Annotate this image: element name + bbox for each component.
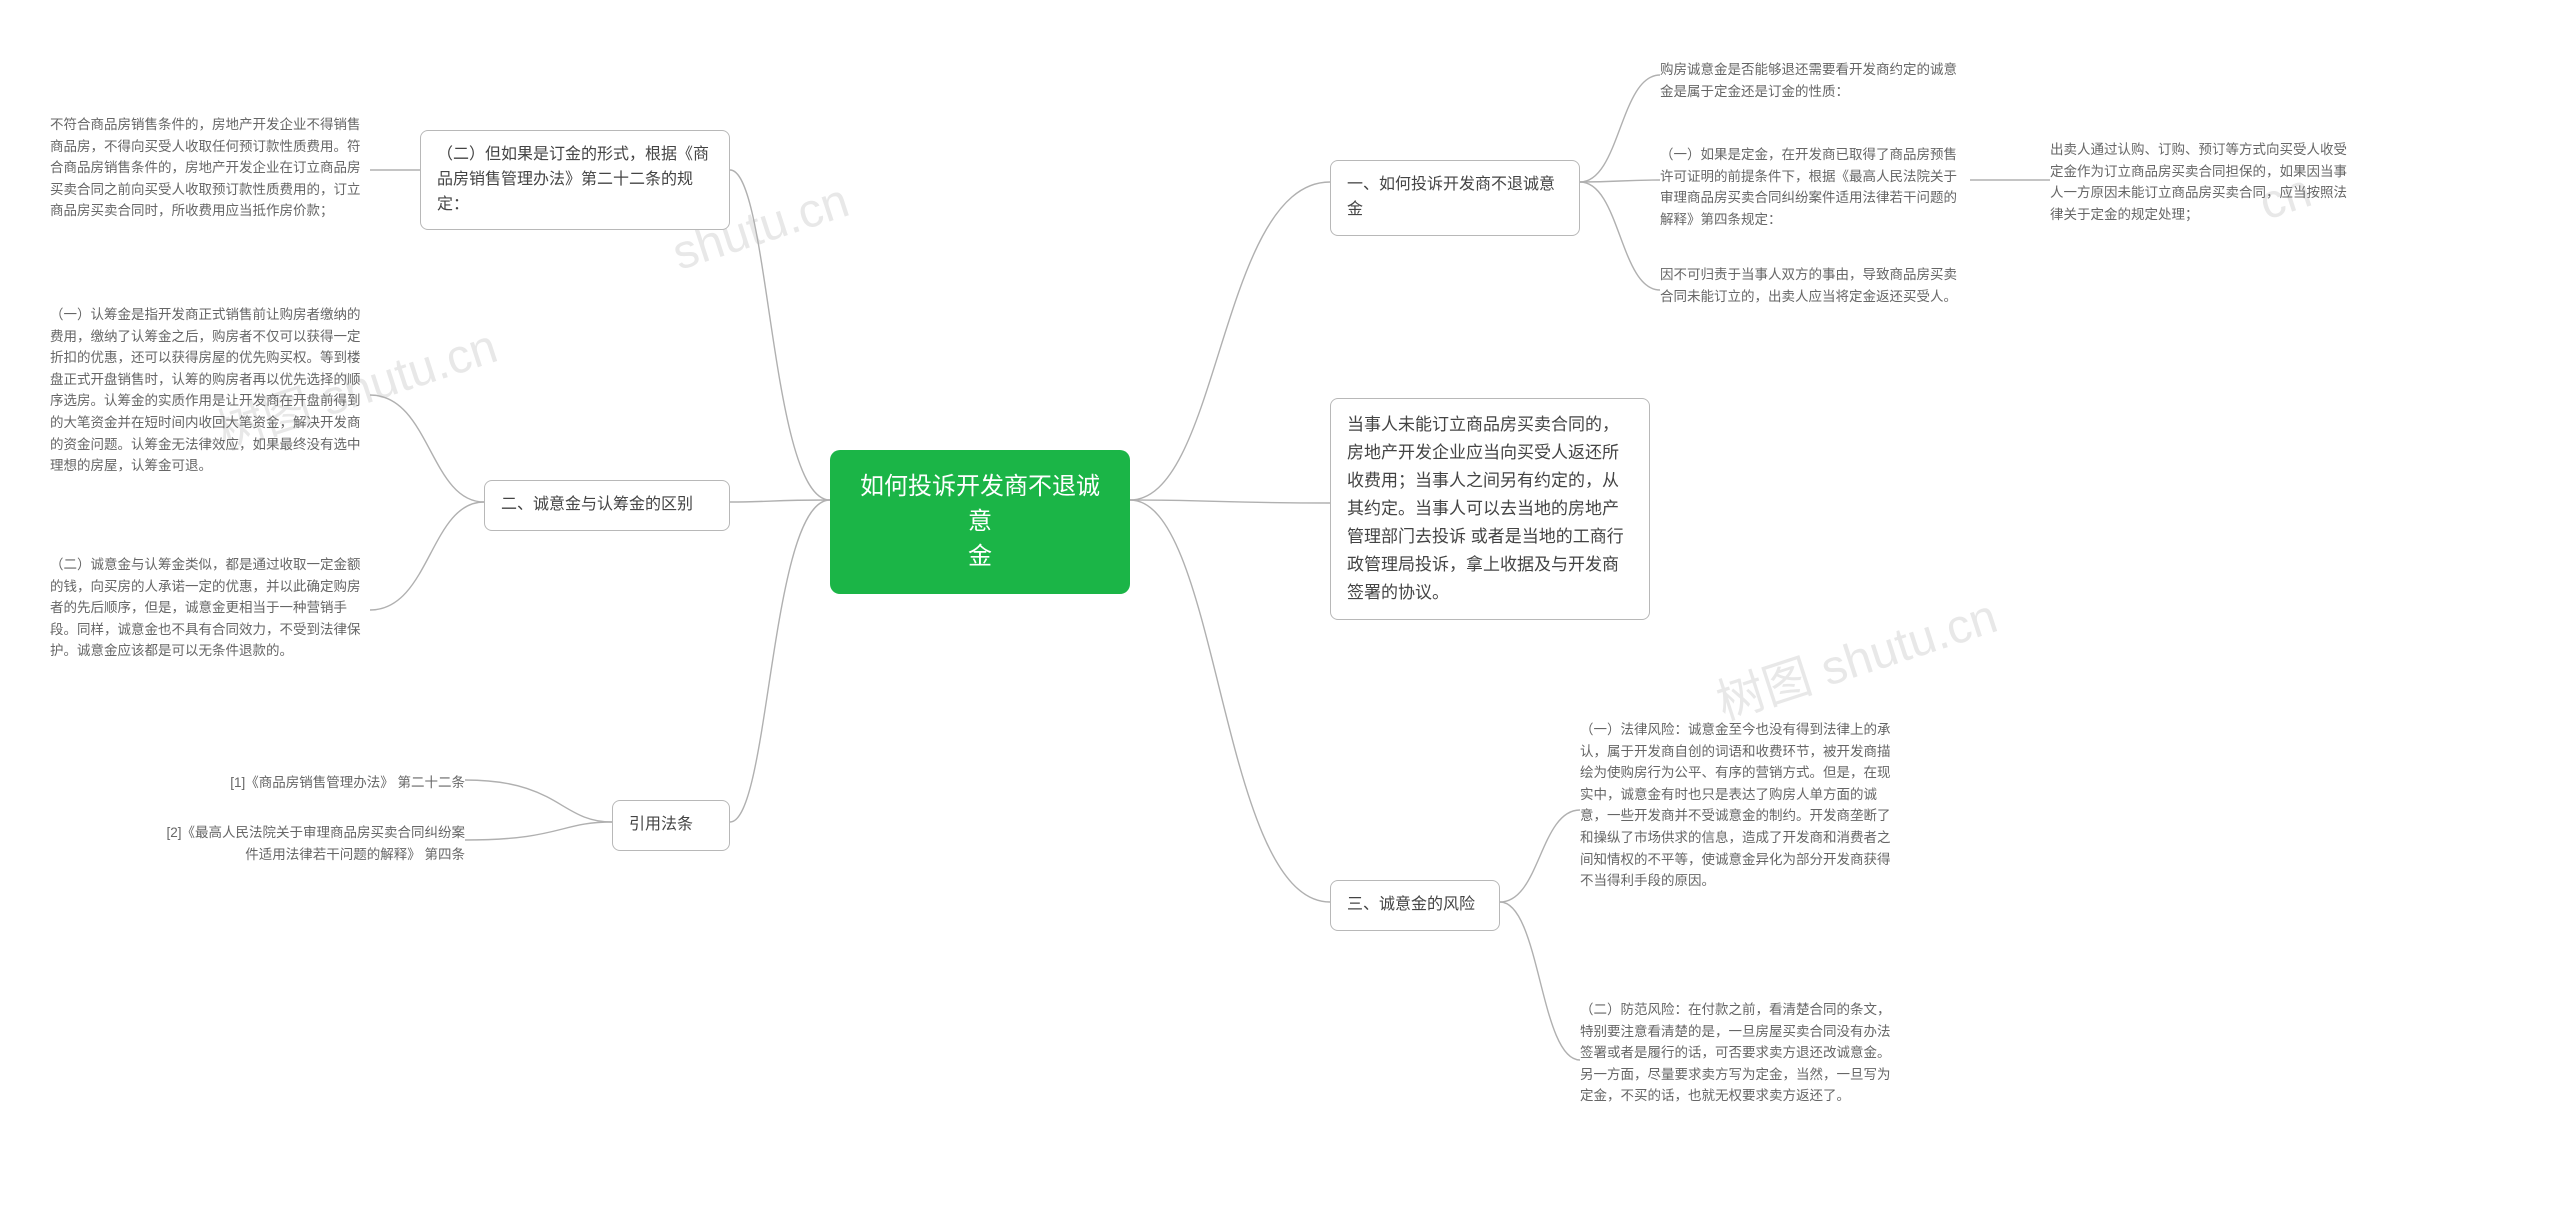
branch-l2: 二、诚意金与认筹金的区别 [484,480,730,531]
leaf-r1c2a: 出卖人通过认购、订购、预订等方式向买受人收受定金作为订立商品房买卖合同担保的，如… [2050,135,2360,229]
center-topic: 如何投诉开发商不退诚意 金 [830,450,1130,594]
branch-r2: 当事人未能订立商品房买卖合同的，房地产开发企业应当向买受人返还所收费用；当事人之… [1330,398,1650,620]
leaf-r1c2: （一）如果是定金，在开发商已取得了商品房预售许可证明的前提条件下，根据《最高人民… [1660,140,1970,234]
branch-l1: （二）但如果是订金的形式，根据《商品房销售管理办法》第二十二条的规定： [420,130,730,230]
leaf-l2c2: （二）诚意金与认筹金类似，都是通过收取一定金额的钱，向买房的人承诺一定的优惠，并… [50,550,370,666]
leaf-l3c1: [1]《商品房销售管理办法》 第二十二条 [165,768,465,798]
leaf-r1c1: 购房诚意金是否能够退还需要看开发商约定的诚意金是属于定金还是订金的性质： [1660,55,1970,106]
leaf-l2c1: （一）认筹金是指开发商正式销售前让购房者缴纳的费用，缴纳了认筹金之后，购房者不仅… [50,300,370,481]
watermark: 树图 shutu.cn [1706,577,2004,733]
leaf-l3c2: [2]《最高人民法院关于审理商品房买卖合同纠纷案件适用法律若干问题的解释》 第四… [165,818,465,869]
leaf-l1c1: 不符合商品房销售条件的，房地产开发企业不得销售商品房，不得向买受人收取任何预订款… [50,110,370,226]
branch-r1: 一、如何投诉开发商不退诚意金 [1330,160,1580,236]
center-title: 如何投诉开发商不退诚意 金 [860,473,1100,570]
leaf-r1c3: 因不可归责于当事人双方的事由，导致商品房买卖合同未能订立的，出卖人应当将定金返还… [1660,260,1970,311]
leaf-r3c1: （一）法律风险：诚意金至今也没有得到法律上的承认，属于开发商自创的词语和收费环节… [1580,715,1900,896]
branch-l3: 引用法条 [612,800,730,851]
leaf-r3c2: （二）防范风险：在付款之前，看清楚合同的条文，特别要注意看清楚的是，一旦房屋买卖… [1580,995,1900,1111]
branch-r3: 三、诚意金的风险 [1330,880,1500,931]
